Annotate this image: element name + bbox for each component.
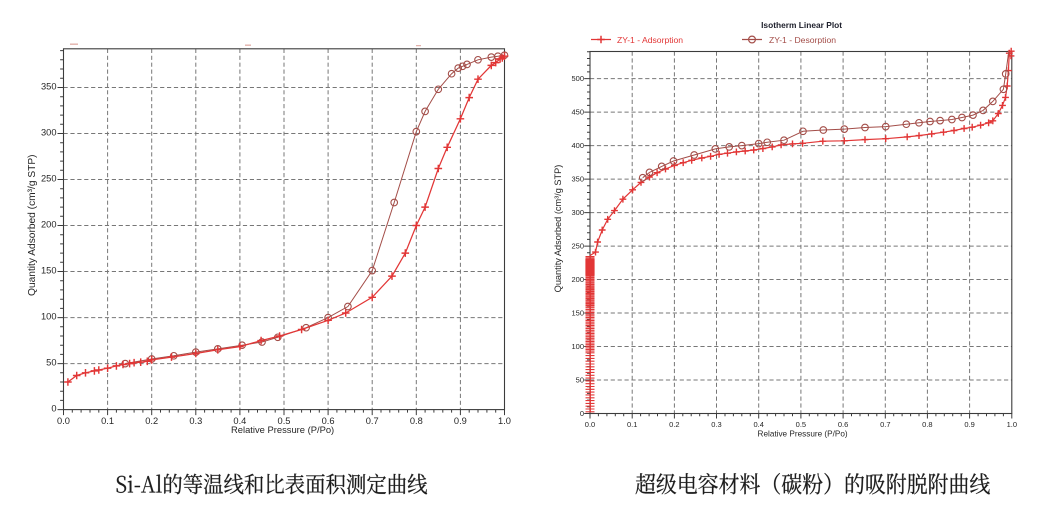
svg-text:0: 0 — [580, 409, 584, 418]
svg-text:200: 200 — [41, 219, 57, 229]
svg-text:Relative Pressure (P/Po): Relative Pressure (P/Po) — [758, 430, 848, 439]
svg-text:200: 200 — [571, 275, 584, 284]
svg-text:0: 0 — [51, 404, 56, 414]
svg-text:150: 150 — [571, 308, 584, 317]
svg-text:400: 400 — [571, 141, 584, 150]
svg-text:Isotherm Linear Plot: Isotherm Linear Plot — [761, 20, 842, 30]
svg-text:0.4: 0.4 — [233, 416, 246, 426]
svg-text:0.1: 0.1 — [101, 416, 114, 426]
svg-text:0.5: 0.5 — [796, 420, 806, 429]
svg-text:150: 150 — [41, 265, 57, 275]
svg-text:1.0: 1.0 — [1007, 420, 1017, 429]
svg-text:350: 350 — [571, 174, 584, 183]
svg-text:0.7: 0.7 — [880, 420, 890, 429]
svg-text:0.4: 0.4 — [753, 420, 763, 429]
svg-text:250: 250 — [571, 241, 584, 250]
svg-text:0.2: 0.2 — [669, 420, 679, 429]
svg-text:Relative Pressure (P/Po): Relative Pressure (P/Po) — [231, 424, 334, 435]
svg-text:100: 100 — [571, 342, 584, 351]
svg-text:Quantity Adsorbed (cm³/g STP): Quantity Adsorbed (cm³/g STP) — [27, 154, 38, 296]
svg-text:0.8: 0.8 — [922, 420, 932, 429]
svg-text:0.9: 0.9 — [454, 416, 467, 426]
svg-text:100: 100 — [41, 312, 57, 322]
svg-text:0.7: 0.7 — [366, 416, 379, 426]
svg-text:500: 500 — [571, 74, 584, 83]
svg-text:300: 300 — [41, 127, 57, 137]
svg-text:Quantity Adsorbed (cm³/g STP): Quantity Adsorbed (cm³/g STP) — [553, 165, 563, 293]
svg-text:ZY-1 - Adsorption: ZY-1 - Adsorption — [617, 35, 683, 45]
svg-text:0.3: 0.3 — [711, 420, 721, 429]
svg-text:50: 50 — [46, 358, 56, 368]
svg-text:0.6: 0.6 — [838, 420, 848, 429]
svg-text:0.0: 0.0 — [585, 420, 595, 429]
svg-text:0.3: 0.3 — [189, 416, 202, 426]
svg-text:250: 250 — [41, 173, 57, 183]
svg-text:0.0: 0.0 — [57, 416, 70, 426]
svg-text:350: 350 — [41, 81, 57, 91]
svg-text:300: 300 — [571, 208, 584, 217]
svg-text:0.2: 0.2 — [145, 416, 158, 426]
svg-text:50: 50 — [576, 375, 584, 384]
svg-text:0.8: 0.8 — [410, 416, 423, 426]
svg-text:ZY-1 - Desorption: ZY-1 - Desorption — [769, 35, 836, 45]
svg-text:1.0: 1.0 — [498, 416, 511, 426]
svg-text:0.5: 0.5 — [278, 416, 291, 426]
svg-text:450: 450 — [571, 107, 584, 116]
svg-text:0.9: 0.9 — [964, 420, 974, 429]
svg-text:0.1: 0.1 — [627, 420, 637, 429]
svg-text:0.6: 0.6 — [322, 416, 335, 426]
